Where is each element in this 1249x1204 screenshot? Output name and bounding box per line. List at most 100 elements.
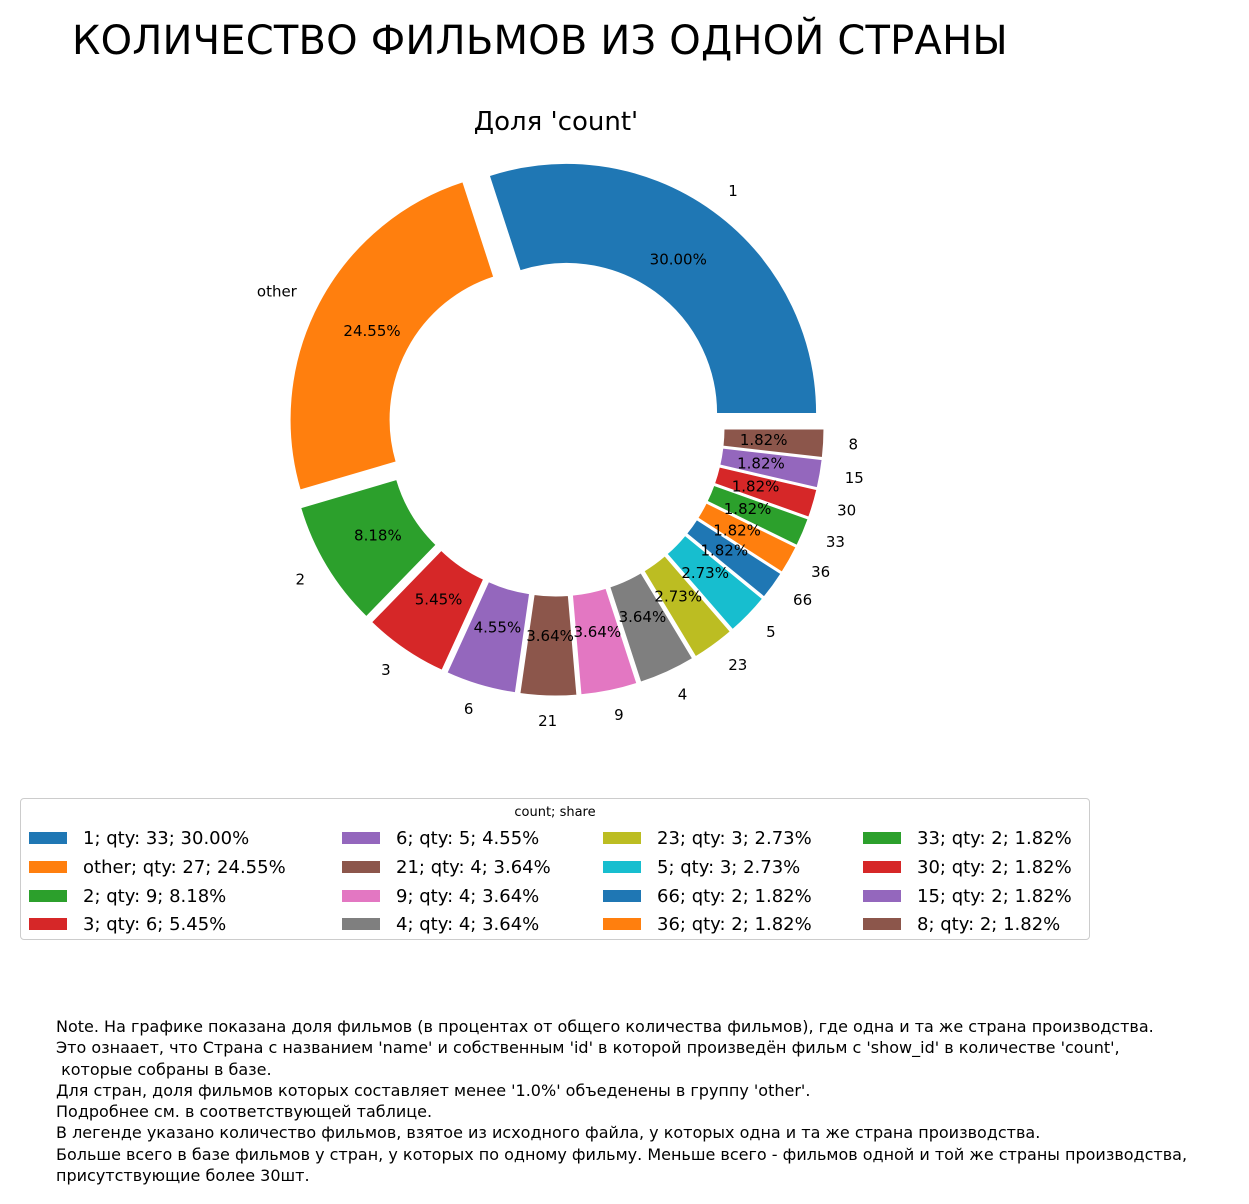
category-label-33: 33 xyxy=(826,533,845,551)
legend-swatch xyxy=(863,890,901,902)
category-label-4: 4 xyxy=(678,686,688,704)
legend-item-4: 4; qty: 4; 3.64% xyxy=(342,912,539,936)
percent-label-9: 3.64% xyxy=(573,623,621,641)
legend-label: 5; qty: 3; 2.73% xyxy=(657,856,801,878)
category-label-3: 3 xyxy=(381,661,391,679)
legend-label: 23; qty: 3; 2.73% xyxy=(657,827,812,849)
legend-swatch xyxy=(863,861,901,873)
legend-label: 33; qty: 2; 1.82% xyxy=(917,827,1072,849)
category-label-21: 21 xyxy=(538,712,557,730)
note-line: Это ознаает, что Страна с названием 'nam… xyxy=(56,1038,1120,1058)
legend-item-other: other; qty: 27; 24.55% xyxy=(29,855,286,879)
percent-label-36: 1.82% xyxy=(713,521,761,539)
legend-item-2: 2; qty: 9; 8.18% xyxy=(29,884,226,908)
category-label-6: 6 xyxy=(464,700,474,718)
slice-66 xyxy=(685,518,782,598)
chart-title: Доля 'count' xyxy=(474,107,638,137)
donut-chart: Доля 'count' 30.00% 24.55% 8.18% 5.45% 4.55%… xyxy=(257,107,864,730)
legend-item-36: 36; qty: 2; 1.82% xyxy=(603,912,812,936)
slice-4 xyxy=(609,572,694,683)
note-line: Для стран, доля фильмов которых составля… xyxy=(56,1080,811,1100)
legend-label: 66; qty: 2; 1.82% xyxy=(657,885,812,907)
legend-swatch xyxy=(342,918,380,930)
slice-3 xyxy=(370,549,485,671)
slice-15 xyxy=(719,447,823,489)
legend-title: count; share xyxy=(514,805,596,820)
slice-6 xyxy=(446,581,531,694)
category-label-30: 30 xyxy=(837,502,856,520)
percent-label-8: 1.82% xyxy=(740,431,788,449)
slice-30 xyxy=(713,466,818,518)
legend-swatch xyxy=(863,832,901,844)
note-line: В легенде указано количество фильмов, вз… xyxy=(56,1123,1041,1143)
note-line: Больше всего в базе фильмов у стран, у к… xyxy=(56,1144,1188,1164)
legend-label: 8; qty: 2; 1.82% xyxy=(917,913,1061,935)
percent-label-23: 2.73% xyxy=(654,587,702,605)
legend-label: 30; qty: 2; 1.82% xyxy=(917,856,1072,878)
percent-label-30: 1.82% xyxy=(732,478,780,496)
legend-label: 36; qty: 2; 1.82% xyxy=(657,913,812,935)
legend-item-66: 66; qty: 2; 1.82% xyxy=(603,884,812,908)
legend-item-6: 6; qty: 5; 4.55% xyxy=(342,826,539,850)
note-line: присутствующие более 30шт. xyxy=(56,1166,310,1186)
legend-swatch xyxy=(342,890,380,902)
legend-label: 4; qty: 4; 3.64% xyxy=(396,913,540,935)
category-label-5: 5 xyxy=(766,623,776,641)
category-label-15: 15 xyxy=(845,469,864,487)
percent-label-1: 30.00% xyxy=(650,251,707,269)
note-line: Подробнее см. в соответствующей таблице. xyxy=(56,1102,433,1122)
slice-36 xyxy=(697,502,797,573)
category-label-2: 2 xyxy=(296,570,306,588)
legend-swatch xyxy=(603,832,641,844)
legend-swatch xyxy=(603,890,641,902)
legend-item-33: 33; qty: 2; 1.82% xyxy=(863,826,1072,850)
percent-label-5: 2.73% xyxy=(681,564,729,582)
legend-label: 9; qty: 4; 3.64% xyxy=(396,885,540,907)
category-label-36: 36 xyxy=(811,563,830,581)
legend-swatch xyxy=(342,832,380,844)
slice-33 xyxy=(706,484,809,546)
legend-item-8: 8; qty: 2; 1.82% xyxy=(863,912,1060,936)
note-line: Note. На графике показана доля фильмов (… xyxy=(56,1017,1154,1036)
slice-8 xyxy=(722,428,825,459)
percent-label-6: 4.55% xyxy=(474,619,522,637)
category-label-23: 23 xyxy=(728,656,747,674)
legend-label: 21; qty: 4; 3.64% xyxy=(396,856,551,878)
legend-label: 1; qty: 33; 30.00% xyxy=(83,827,250,849)
slice-5 xyxy=(666,534,764,631)
legend: count; share 1; qty: 33; 30.00% other; qt… xyxy=(20,798,1090,940)
legend-item-15: 15; qty: 2; 1.82% xyxy=(863,884,1072,908)
slice-2 xyxy=(300,478,437,618)
legend-item-1: 1; qty: 33; 30.00% xyxy=(29,826,249,850)
legend-swatch xyxy=(603,918,641,930)
percent-label-4: 3.64% xyxy=(619,608,667,626)
legend-item-23: 23; qty: 3; 2.73% xyxy=(603,826,812,850)
percent-label-21: 3.64% xyxy=(526,627,574,645)
percent-label-3: 5.45% xyxy=(415,591,463,609)
legend-swatch xyxy=(29,890,67,902)
percent-label-2: 8.18% xyxy=(354,526,402,544)
legend-label: 3; qty: 6; 5.45% xyxy=(83,913,227,935)
legend-item-3: 3; qty: 6; 5.45% xyxy=(29,912,226,936)
category-label-1: 1 xyxy=(728,182,738,200)
note-text: Note. На графике показана доля фильмов (… xyxy=(56,1016,1246,1186)
percent-label-66: 1.82% xyxy=(700,541,748,559)
slice-other xyxy=(289,181,495,491)
note-line: которые собраны в базе. xyxy=(56,1059,272,1079)
category-label-9: 9 xyxy=(614,706,624,724)
legend-swatch xyxy=(603,861,641,873)
legend-item-9: 9; qty: 4; 3.64% xyxy=(342,884,539,908)
legend-swatch xyxy=(29,918,67,930)
slice-23 xyxy=(643,555,732,658)
legend-label: 2; qty: 9; 8.18% xyxy=(83,885,227,907)
legend-swatch xyxy=(29,832,67,844)
percent-label-33: 1.82% xyxy=(724,500,772,518)
legend-swatch xyxy=(342,861,380,873)
category-label-8: 8 xyxy=(849,436,859,454)
percent-label-other: 24.55% xyxy=(343,322,400,340)
slice-9 xyxy=(571,587,638,696)
legend-swatch xyxy=(863,918,901,930)
legend-item-5: 5; qty: 3; 2.73% xyxy=(603,855,800,879)
figure-title: КОЛИЧЕСТВО ФИЛЬМОВ ИЗ ОДНОЙ СТРАНЫ xyxy=(72,18,1008,64)
slice-1 xyxy=(488,162,818,414)
